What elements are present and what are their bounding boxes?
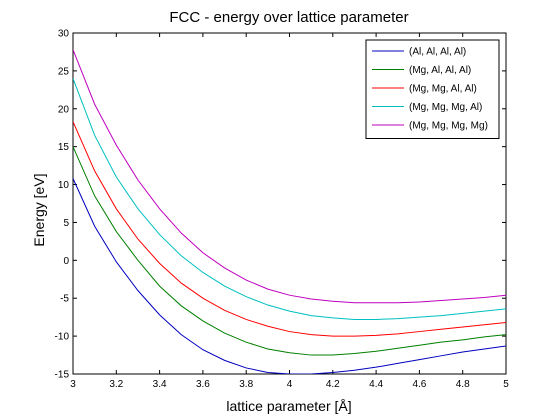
- y-tick-label: 30: [58, 29, 70, 40]
- x-tick-label: 4.2: [326, 379, 340, 390]
- y-tick-label: -10: [55, 332, 70, 343]
- y-axis-label: Energy [eV]: [31, 173, 47, 246]
- x-tick-label: 3.8: [239, 379, 253, 390]
- x-tick-label: 3: [70, 379, 76, 390]
- legend-entry: (Al, Al, Al, Al): [409, 47, 466, 58]
- x-tick-label: 3.2: [109, 379, 123, 390]
- y-tick-label: 25: [58, 66, 70, 77]
- legend: (Al, Al, Al, Al) (Mg, Al, Al, Al) (Mg, Mg,…: [366, 40, 499, 139]
- y-tick-label: 10: [58, 180, 70, 191]
- x-tick-label: 3.4: [153, 379, 167, 390]
- legend-entry: (Mg, Mg, Mg, Al): [409, 102, 482, 113]
- y-tick-label: -15: [55, 370, 70, 381]
- chart-title: FCC - energy over lattice parameter: [169, 9, 408, 26]
- y-tick-label: 15: [58, 142, 70, 153]
- y-tick-label: -5: [60, 294, 69, 305]
- x-tick-label: 3.6: [196, 379, 210, 390]
- x-tick-label: 4.4: [369, 379, 383, 390]
- y-tick-label: 5: [63, 218, 69, 229]
- y-tick-label: 0: [63, 256, 69, 267]
- legend-entry: (Mg, Al, Al, Al): [409, 65, 471, 76]
- x-tick-label: 4.6: [412, 379, 426, 390]
- x-tick-label: 4: [287, 379, 293, 390]
- x-axis-label: lattice parameter [Å]: [226, 398, 351, 414]
- x-tick-label: 4.8: [456, 379, 470, 390]
- y-tick-label: 20: [58, 104, 70, 115]
- legend-entry: (Mg, Mg, Mg, Mg): [409, 121, 488, 132]
- legend-entry: (Mg, Mg, Al, Al): [409, 84, 477, 95]
- x-tick-label: 5: [503, 379, 509, 390]
